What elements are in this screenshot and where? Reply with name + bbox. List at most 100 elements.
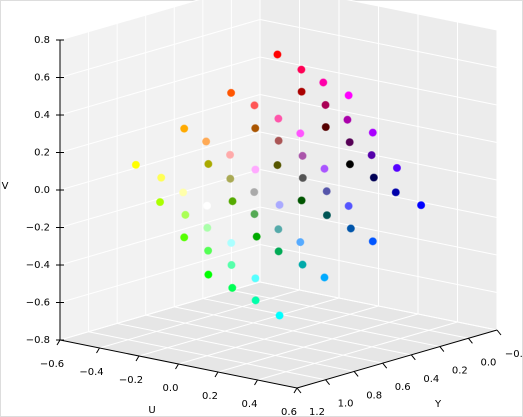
grid-line [259,131,498,181]
grid-line [257,321,458,381]
point [180,233,189,242]
point [203,223,212,232]
point [344,91,353,100]
grid-line [59,131,261,191]
x-tick-label: 0.2 [202,391,218,402]
point [202,137,211,146]
x-tick [135,355,140,362]
point [275,200,284,210]
point [296,238,305,247]
point [251,165,260,174]
grid-line [59,281,261,341]
point [368,237,377,246]
point [417,201,426,210]
grid-line [59,19,261,78]
point [251,274,260,283]
grid-line [88,331,326,381]
grid-line [259,94,498,143]
point [346,224,355,233]
grid-line [259,281,498,331]
point [322,211,332,220]
grid-line [145,314,383,364]
z-tick-label: −0.4 [26,260,50,271]
pane-left [60,0,260,340]
point [181,210,190,220]
point [369,173,378,182]
x-tick-label: 0.4 [242,399,258,410]
point [275,311,284,320]
point [202,201,212,210]
point [226,174,235,183]
x-tick [293,387,298,394]
x-tick [56,339,61,346]
grid-line [59,56,261,116]
y-tick-label: 1.0 [338,399,354,410]
z-tick-label: −0.8 [26,335,50,346]
y-tick-label: 0.2 [452,366,468,377]
point [296,129,305,138]
y-tick-label: −0.2 [505,349,523,360]
x-axis-line [59,339,298,389]
point [345,160,355,169]
point [298,260,307,269]
point [297,87,306,96]
z-tick-label: −0.6 [26,298,50,309]
x-tick-label: −0.6 [40,359,64,370]
grid-line [59,244,261,303]
grid-line [59,0,200,41]
point [204,159,213,169]
point [250,101,259,110]
point [227,88,236,98]
x-tick-label: −0.2 [119,375,143,386]
z-axis-label: V [2,181,9,192]
point [392,163,402,173]
grid-line [59,206,261,266]
z-tick-label: 0.0 [34,185,50,196]
point [297,65,306,74]
z-tick-label: 0.2 [34,148,50,159]
y-tick-label: 0.8 [366,390,382,401]
x-tick [96,347,100,354]
x-tick-label: 0.6 [281,407,297,417]
point [227,260,236,270]
point [250,210,259,219]
point [227,238,236,248]
y-tick [325,379,330,386]
grid-line [117,322,355,372]
point [368,128,377,137]
point [251,124,260,133]
x-tick-label: −0.4 [79,367,103,378]
point [344,201,353,211]
x-tick [214,371,219,378]
x-tick-label: 0.0 [163,383,179,394]
point [298,173,307,183]
grid-line [99,289,300,349]
grid-line [231,289,469,339]
y-tick [353,371,359,377]
grid-line [178,305,379,365]
point [274,225,283,234]
x-tick [175,363,179,370]
grid-line [259,19,498,68]
z-tick-label: 0.6 [34,73,50,84]
z-tick-label: −0.2 [26,223,50,234]
point [343,115,352,124]
point [273,50,282,59]
point [204,270,213,279]
grid-line [259,56,498,106]
point [274,114,283,123]
y-axis-label: Y [434,399,442,410]
x-tick [254,379,258,386]
point [179,188,188,197]
x-axis-label: U [148,405,155,416]
point [322,187,331,196]
point [367,150,376,160]
point [180,124,189,133]
y-tick-label: 1.2 [309,407,325,417]
point [345,138,354,147]
point [157,173,166,182]
point [298,151,307,160]
point [155,197,165,207]
point [251,296,260,305]
